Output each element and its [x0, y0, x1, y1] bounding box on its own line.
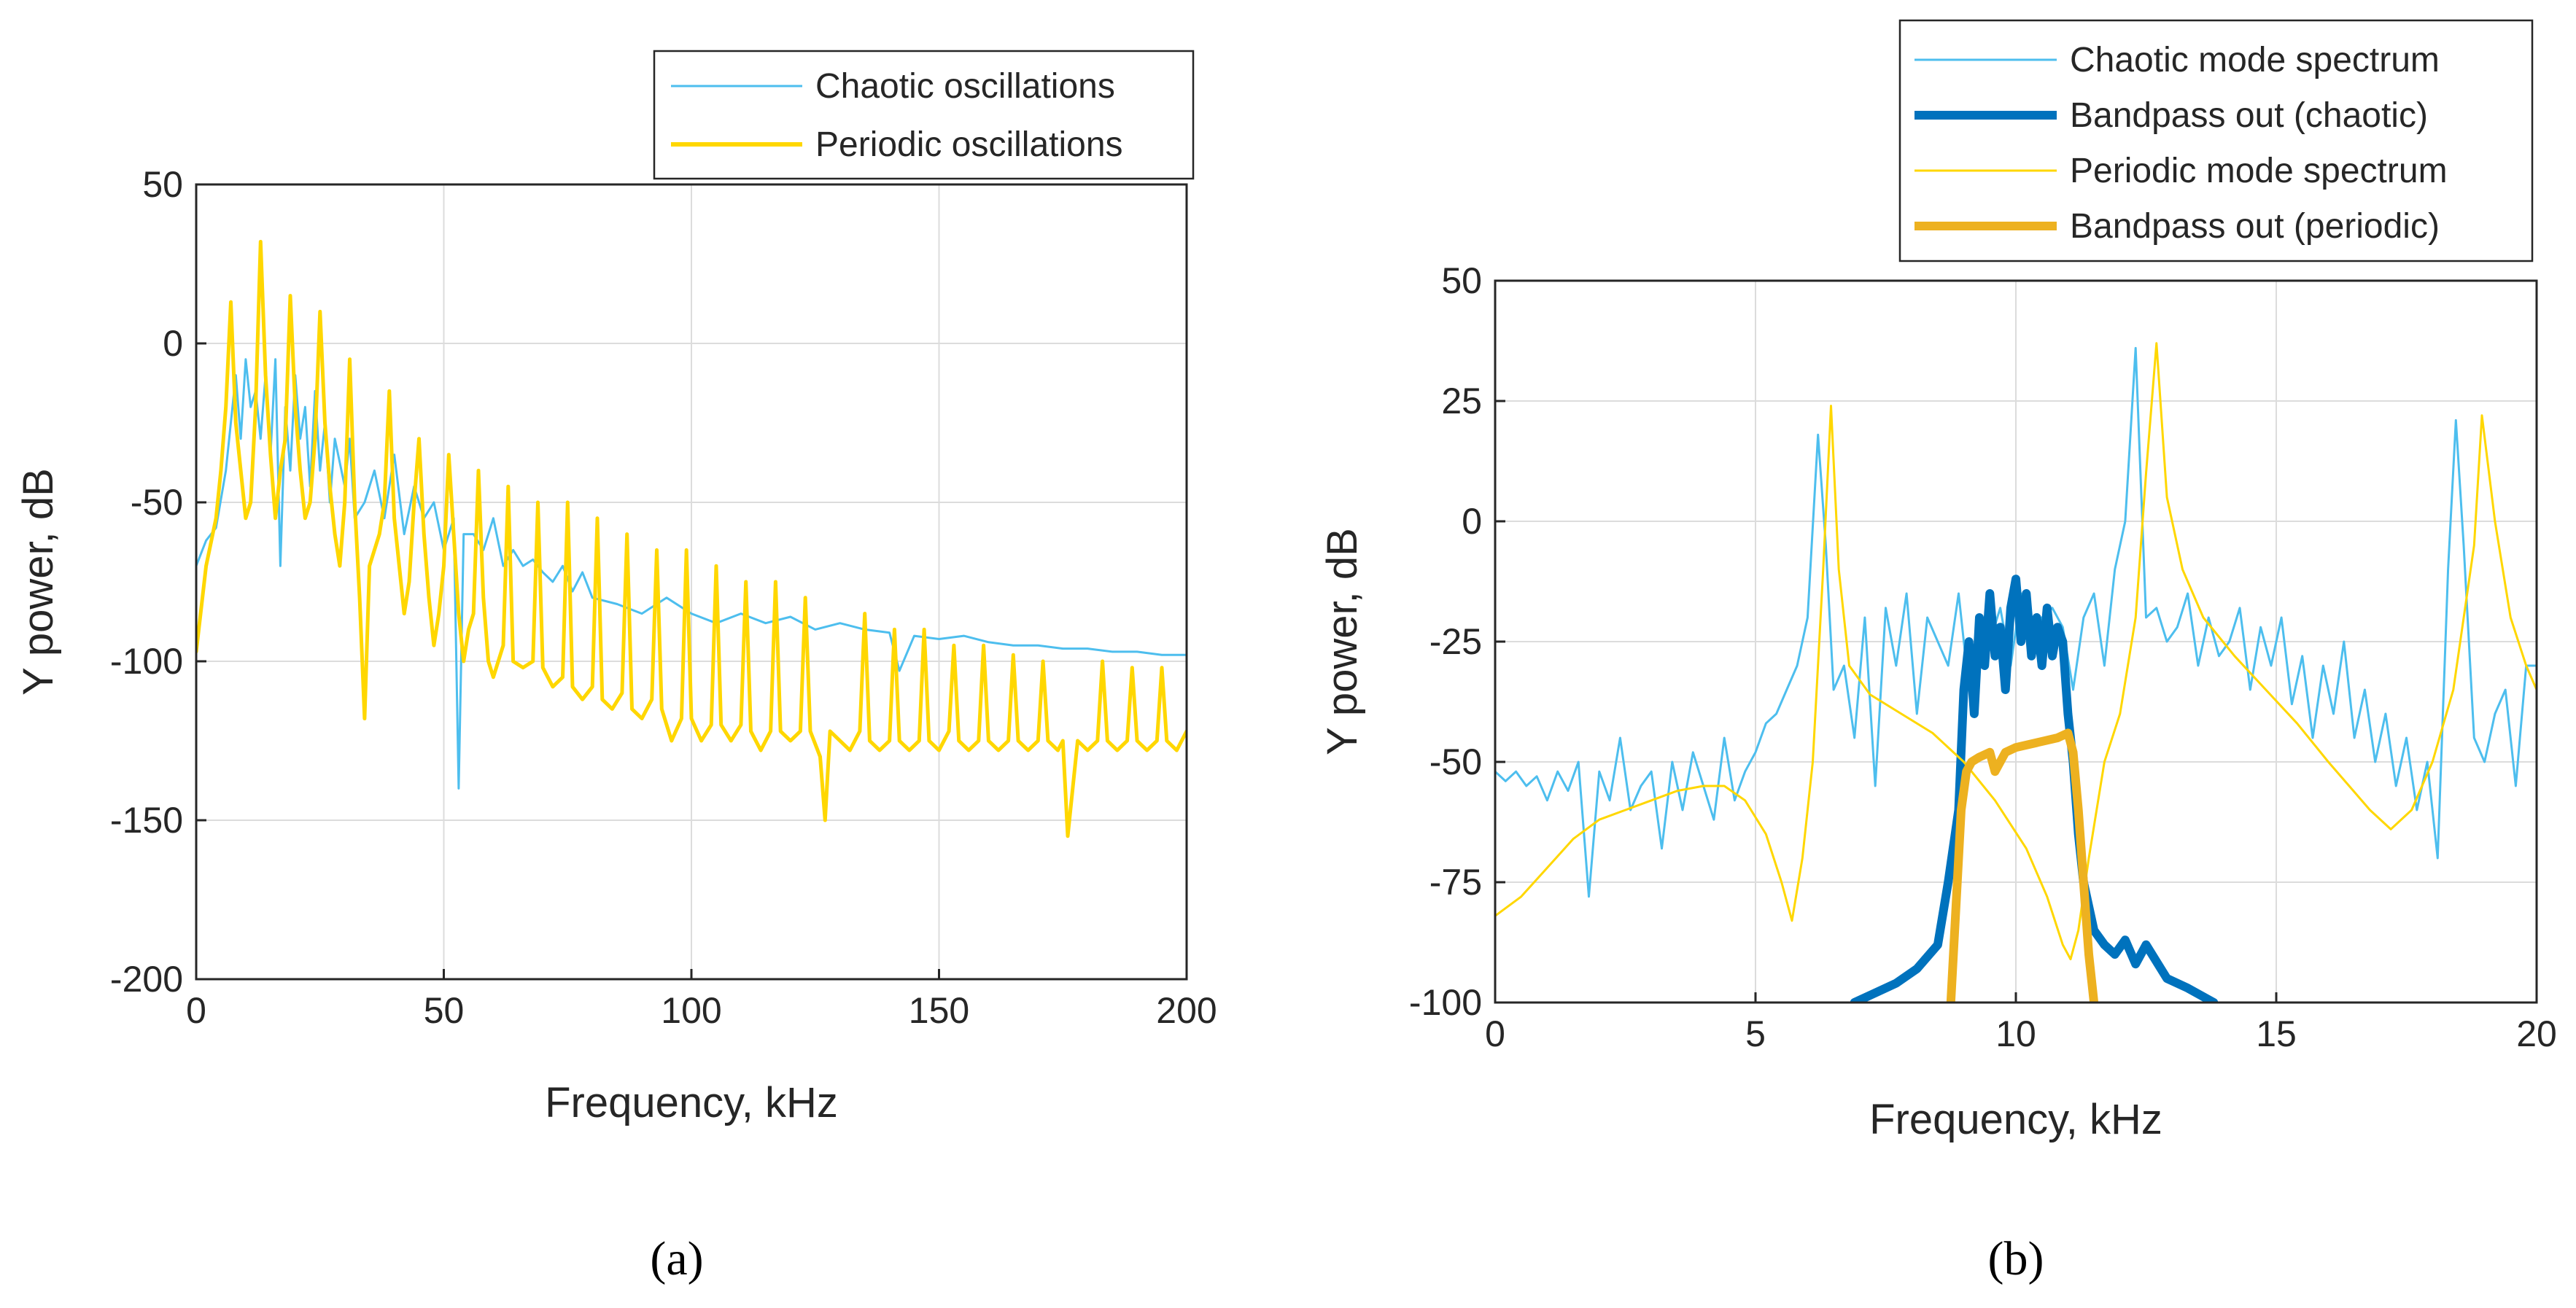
panel-a-legend-label-chaotic: Chaotic oscillations — [815, 67, 1115, 106]
panel-b-ytick-label-0: 50 — [1441, 260, 1482, 301]
panel-a-xtick-label-4: 200 — [1156, 990, 1217, 1031]
panel-a-series — [196, 240, 1187, 838]
panel-a: 0 50 100 150 200 50 0 -50 -100 -150 -200 Frequency… — [15, 50, 1217, 1285]
panel-b-series — [1495, 342, 2537, 1003]
panel-b-xtick-label-0: 0 — [1485, 1013, 1505, 1054]
panel-b-ytick-label-3: -25 — [1429, 621, 1482, 662]
panel-a-xtick-label-1: 50 — [424, 990, 465, 1031]
panel-a-ytick-label-1: 0 — [163, 323, 183, 364]
panel-b-gridlines — [1494, 280, 2537, 1003]
panel-a-xtick-label-3: 150 — [909, 990, 969, 1031]
panel-a-ytick-label-3: -100 — [110, 641, 183, 682]
panel-b-legend[interactable]: Chaotic mode spectrum Bandpass out (chao… — [1898, 19, 2534, 262]
panel-b-subfigure-label: (b) — [1988, 1232, 2044, 1285]
panel-b-legend-label-chaotic-spectrum: Chaotic mode spectrum — [2070, 41, 2440, 79]
panel-b-ylabel: Y power, dB — [1319, 528, 1366, 755]
panel-a-xtick-label-2: 100 — [661, 990, 721, 1031]
panel-a-legend-box — [653, 50, 1195, 180]
panel-b-ytick-label-5: -75 — [1429, 862, 1482, 903]
panel-b-series-line-3 — [1946, 728, 2099, 1003]
panel-b-series-line-2 — [1495, 342, 2537, 961]
panel-b-ytick-label-4: -50 — [1429, 741, 1482, 782]
panel-b-legend-label-bandpass-periodic: Bandpass out (periodic) — [2070, 207, 2440, 246]
panel-b-xtick-label-4: 20 — [2516, 1013, 2557, 1054]
panel-a-ylabel: Y power, dB — [15, 468, 62, 696]
panel-a-legend[interactable]: Chaotic oscillations Periodic oscillatio… — [653, 50, 1195, 180]
panel-b-ytick-label-2: 0 — [1462, 501, 1482, 542]
panel-b-xtick-label-1: 5 — [1745, 1013, 1766, 1054]
panel-a-legend-label-periodic: Periodic oscillations — [815, 125, 1123, 164]
panel-b-ticks: 0 5 10 15 20 50 25 0 -25 -50 -75 -100 — [1409, 260, 2557, 1054]
panel-b-xlabel: Frequency, kHz — [1869, 1096, 2162, 1143]
panel-a-xtick-label-0: 0 — [186, 990, 206, 1031]
panel-b-series-line-1 — [1850, 575, 2219, 1003]
panel-b-xtick-label-2: 10 — [1995, 1013, 2036, 1054]
panel-b-ytick-label-6: -100 — [1409, 982, 1482, 1023]
panel-b-legend-label-bandpass-chaotic: Bandpass out (chaotic) — [2070, 96, 2428, 135]
panel-a-ytick-label-5: -200 — [110, 959, 183, 1000]
panel-a-ytick-label-2: -50 — [131, 482, 183, 523]
panel-a-gridlines — [195, 184, 1187, 980]
panel-a-series-line-1 — [196, 240, 1187, 838]
panel-a-series-line-0 — [196, 358, 1187, 790]
panel-b-legend-label-periodic-spectrum: Periodic mode spectrum — [2070, 152, 2448, 190]
panel-a-ticks: 0 50 100 150 200 50 0 -50 -100 -150 -200 — [110, 164, 1217, 1031]
panel-a-subfigure-label: (a) — [650, 1232, 703, 1285]
panel-a-ytick-label-4: -150 — [110, 800, 183, 841]
panel-a-xlabel: Frequency, kHz — [545, 1079, 838, 1126]
panel-b-ytick-label-1: 25 — [1441, 381, 1482, 421]
panel-b-xtick-label-3: 15 — [2256, 1013, 2297, 1054]
panel-a-ytick-label-0: 50 — [142, 164, 183, 205]
panel-b: 0 5 10 15 20 50 25 0 -25 -50 -75 -100 Frequency, kH… — [1319, 19, 2557, 1285]
